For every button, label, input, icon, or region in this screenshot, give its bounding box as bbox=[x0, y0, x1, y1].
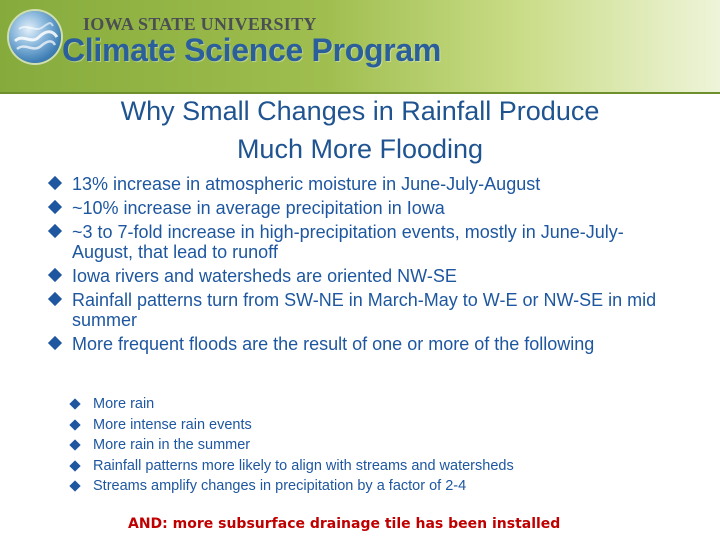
diamond-bullet-icon bbox=[47, 267, 63, 283]
sub-bullet-item: Rainfall patterns more likely to align w… bbox=[69, 456, 670, 477]
bullet-item: ~3 to 7-fold increase in high-precipitat… bbox=[47, 222, 670, 262]
bullet-text: ~3 to 7-fold increase in high-precipitat… bbox=[72, 222, 624, 262]
sub-bullet-text: More rain in the summer bbox=[93, 437, 251, 453]
slide-title: Why Small Changes in Rainfall Produce Mu… bbox=[30, 92, 690, 168]
bullet-item: Rainfall patterns turn from SW-NE in Mar… bbox=[47, 290, 670, 330]
diamond-bullet-icon bbox=[47, 291, 63, 307]
sub-bullet-item: Streams amplify changes in precipitation… bbox=[69, 476, 670, 497]
drainage-note: AND: more subsurface drainage tile has b… bbox=[128, 516, 561, 532]
bullet-item: ~10% increase in average precipitation i… bbox=[47, 198, 670, 218]
sub-bullet-text: More intense rain events bbox=[93, 416, 252, 433]
bullet-item: Iowa rivers and watersheds are oriented … bbox=[47, 266, 670, 286]
bullet-text: Rainfall patterns turn from SW-NE in Mar… bbox=[72, 290, 657, 330]
bullet-text: More frequent floods are the result of o… bbox=[72, 334, 595, 354]
diamond-bullet-icon bbox=[47, 335, 63, 351]
bullet-text: ~10% increase in average precipitation i… bbox=[72, 198, 445, 218]
diamond-bullet-icon bbox=[69, 418, 81, 431]
header-banner: IOWA STATE UNIVERSITY Climate Science Pr… bbox=[0, 0, 720, 94]
bullet-item: 13% increase in atmospheric moisture in … bbox=[47, 174, 670, 194]
bullet-item: More frequent floods are the result of o… bbox=[47, 334, 670, 354]
diamond-bullet-icon bbox=[69, 398, 81, 410]
title-line-2: Much More Flooding bbox=[236, 134, 484, 164]
title-line-1: Why Small Changes in Rainfall Produce bbox=[120, 96, 600, 126]
diamond-bullet-icon bbox=[69, 459, 81, 472]
diamond-bullet-icon bbox=[69, 439, 81, 451]
main-bullet-list: 13% increase in atmospheric moisture in … bbox=[47, 174, 670, 358]
globe-logo-icon bbox=[9, 11, 61, 63]
sub-bullet-item: More rain bbox=[69, 394, 670, 415]
sub-bullet-text: Streams amplify changes in precipitation… bbox=[93, 478, 467, 494]
sub-bullet-item: More rain in the summer bbox=[69, 435, 670, 456]
program-name: Climate Science Program bbox=[62, 32, 442, 68]
university-name: IOWA STATE UNIVERSITY bbox=[83, 14, 317, 34]
sub-bullet-item: More intense rain events bbox=[69, 415, 670, 436]
sub-bullet-text: More rain bbox=[93, 396, 155, 412]
sub-bullet-list: More rain More intense rain events More … bbox=[69, 394, 670, 497]
bullet-text: 13% increase in atmospheric moisture in … bbox=[72, 174, 541, 194]
diamond-bullet-icon bbox=[47, 175, 63, 191]
bullet-text: Iowa rivers and watersheds are oriented … bbox=[72, 266, 457, 286]
diamond-bullet-icon bbox=[47, 223, 63, 239]
sub-bullet-text: Rainfall patterns more likely to align w… bbox=[93, 457, 514, 474]
diamond-bullet-icon bbox=[69, 480, 81, 492]
diamond-bullet-icon bbox=[47, 199, 63, 215]
